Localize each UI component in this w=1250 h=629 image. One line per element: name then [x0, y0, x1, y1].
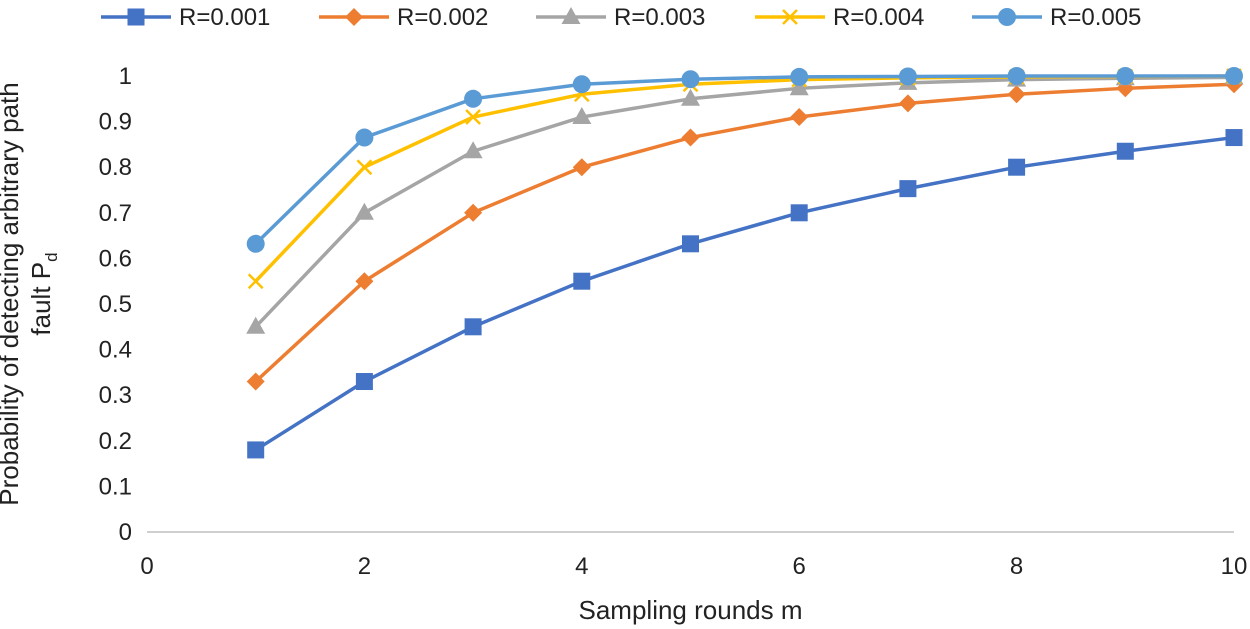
y-tick-label: 0.7: [99, 200, 132, 227]
series-line: [254, 74, 1234, 246]
data-point-circle: [998, 8, 1016, 26]
data-point-circle: [1007, 67, 1026, 85]
data-point-triangle: [572, 107, 592, 125]
legend-label: R=0.004: [833, 4, 924, 31]
plot-series: [246, 67, 1244, 459]
data-point-diamond: [1007, 85, 1026, 104]
y-tick-label: 0.9: [99, 109, 132, 136]
y-tick-label: 0.8: [99, 154, 132, 181]
y-tick-label: 0.2: [99, 428, 132, 455]
data-point-diamond: [572, 158, 591, 177]
data-point-square: [1008, 158, 1026, 176]
chart-legend: R=0.001 R=0.002 R=0.003 R=0.004 R=0.005: [101, 4, 1141, 31]
data-point-diamond: [790, 108, 809, 127]
y-tick-label: 0.4: [99, 337, 132, 364]
legend-label: R=0.002: [397, 4, 488, 31]
y-axis-title-main: fault P: [26, 262, 56, 336]
x-tick-label: 4: [575, 553, 588, 580]
data-point-x: [782, 9, 798, 25]
data-point-triangle: [561, 7, 581, 24]
legend-label: R=0.005: [1050, 4, 1141, 31]
data-point-square: [464, 318, 482, 336]
data-point-diamond: [898, 94, 917, 113]
series-line: [254, 75, 1235, 329]
y-tick-labels: 0 0.1 0.2 0.3 0.4 0.5 0.6 0.7 0.8 0.9 1: [99, 63, 132, 546]
data-point-square: [1116, 142, 1134, 160]
data-point-diamond: [345, 8, 363, 26]
data-point-diamond: [355, 272, 374, 291]
legend-item: R=0.001: [101, 4, 270, 31]
data-point-square: [127, 8, 145, 26]
y-tick-label: 0.6: [99, 245, 132, 272]
data-point-square: [573, 272, 591, 290]
data-point-square: [682, 235, 699, 253]
data-point-square: [355, 373, 373, 391]
data-point-square: [790, 204, 808, 222]
data-point-circle: [1116, 67, 1135, 85]
data-point-circle: [572, 75, 591, 94]
series-line: [254, 82, 1235, 383]
y-tick-label: 1: [119, 63, 132, 90]
series-5: [246, 67, 1243, 253]
data-point-square: [247, 441, 265, 459]
data-point-triangle: [789, 78, 809, 96]
data-point-square: [899, 180, 917, 198]
data-point-circle: [246, 234, 265, 253]
series-line: [254, 135, 1235, 452]
x-tick-label: 10: [1221, 553, 1248, 580]
data-point-circle: [355, 128, 374, 147]
data-point-x: [465, 109, 481, 125]
data-point-diamond: [464, 203, 483, 222]
data-point-x: [356, 159, 373, 176]
x-tick-label: 0: [140, 553, 153, 580]
y-tick-label: 0: [119, 519, 132, 546]
y-tick-label: 0.3: [99, 382, 132, 409]
x-tick-label: 8: [1010, 553, 1023, 580]
data-point-triangle: [463, 141, 483, 159]
y-axis-title-line1: Probability of detecting arbitrary path: [0, 82, 24, 505]
y-axis-title-subscript: d: [42, 252, 61, 261]
x-tick-label: 6: [793, 553, 806, 580]
legend-label: R=0.003: [614, 4, 705, 31]
legend-label: R=0.001: [179, 4, 270, 31]
data-point-square: [1225, 129, 1243, 147]
data-point-circle: [681, 70, 700, 89]
series-3: [246, 67, 1244, 334]
data-point-circle: [898, 67, 917, 86]
legend-item: R=0.005: [972, 4, 1141, 31]
y-tick-label: 0.1: [99, 473, 132, 500]
data-point-circle: [790, 67, 809, 86]
data-point-circle: [464, 89, 483, 108]
y-axis-title-line2: fault Pd: [26, 252, 61, 335]
data-point-x: [247, 273, 264, 290]
series-line: [254, 74, 1235, 283]
series-2: [246, 75, 1243, 391]
series-1: [247, 129, 1243, 459]
legend-item: R=0.004: [755, 4, 924, 31]
legend-item: R=0.002: [319, 4, 488, 31]
y-axis-title: Probability of detecting arbitrary path …: [0, 82, 61, 505]
data-point-diamond: [681, 128, 700, 147]
y-tick-label: 0.5: [99, 291, 132, 318]
x-tick-label: 2: [358, 553, 371, 580]
x-tick-labels: 0 2 4 6 8 10: [140, 553, 1247, 580]
data-point-triangle: [354, 202, 374, 220]
x-axis-title: Sampling rounds m: [579, 595, 803, 625]
data-point-diamond: [246, 372, 265, 391]
series-4: [247, 68, 1242, 290]
legend-item: R=0.003: [536, 4, 705, 31]
data-point-circle: [1225, 67, 1243, 85]
data-point-triangle: [681, 88, 700, 106]
data-point-triangle: [246, 316, 266, 334]
